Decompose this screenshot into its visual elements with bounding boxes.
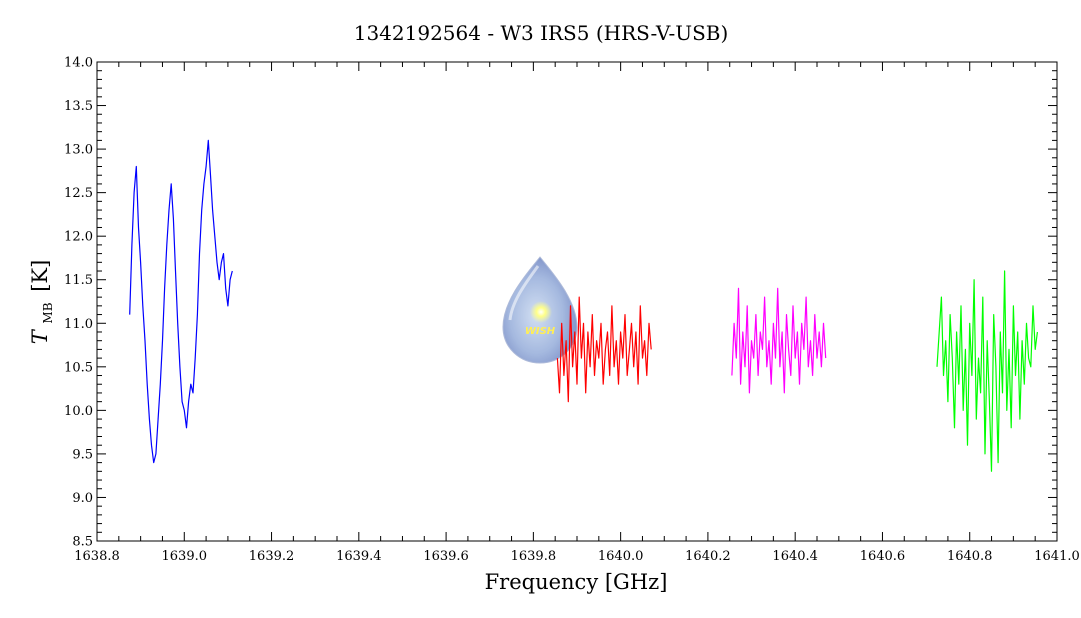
x-axis-title: Frequency [GHz] (485, 570, 668, 594)
series-line-2 (556, 296, 652, 403)
y-tick-label: 12.5 (64, 186, 93, 201)
x-tick-label: 1641.0 (1034, 549, 1080, 564)
x-tick-label: 1640.0 (598, 549, 644, 564)
axes: 1638.8 1639.0 1639.2 1639.4 1639.6 1639.8 1640… (64, 56, 1080, 565)
series-line-4 (936, 270, 1038, 472)
svg-text:T MB [K]: T MB [K] (28, 260, 57, 345)
y-tick-label: 11.0 (64, 317, 93, 332)
x-axis-ticks: 1638.8 1639.0 1639.2 1639.4 1639.6 1639.8 1640… (74, 62, 1080, 564)
y-axis-title-unit: [K] (28, 260, 52, 292)
x-tick-label: 1639.4 (336, 549, 382, 564)
y-tick-label: 10.5 (64, 360, 93, 375)
y-axis-ticks: 8.5 9.0 9.5 10.0 10.5 11.0 11.5 12.0 12.5 13.0 13.… (64, 56, 1057, 550)
wish-logo: WISH (502, 256, 578, 364)
y-tick-label: 8.5 (72, 535, 93, 550)
y-tick-label: 9.5 (72, 447, 93, 462)
x-tick-label: 1639.2 (249, 549, 295, 564)
x-tick-label: 1639.6 (423, 549, 469, 564)
y-axis-title-symbol: T (28, 328, 52, 344)
y-tick-label: 11.5 (64, 273, 93, 288)
x-tick-label: 1639.0 (162, 549, 208, 564)
y-tick-label: 13.5 (64, 99, 93, 114)
y-tick-label: 12.0 (64, 230, 93, 245)
y-axis-title-subscript: MB (41, 302, 55, 323)
y-axis-title: T MB [K] (28, 260, 57, 345)
wish-logo-text: WISH (525, 326, 556, 337)
y-tick-label: 14.0 (64, 56, 93, 71)
x-tick-label: 1640.2 (685, 549, 731, 564)
plot-frame (96, 61, 1058, 542)
chart-title: 1342192564 - W3 IRS5 (HRS-V-USB) (354, 21, 729, 45)
series-line-1 (129, 139, 233, 464)
y-tick-label: 10.0 (64, 404, 93, 419)
x-tick-label: 1638.8 (74, 549, 120, 564)
y-tick-label: 9.0 (72, 491, 93, 506)
series-layer (129, 139, 1038, 472)
x-tick-label: 1640.4 (772, 549, 818, 564)
x-tick-label: 1639.8 (511, 549, 557, 564)
x-tick-label: 1640.8 (947, 549, 993, 564)
y-tick-label: 13.0 (64, 143, 93, 158)
x-tick-label: 1640.6 (860, 549, 906, 564)
series-line-3 (731, 287, 827, 394)
